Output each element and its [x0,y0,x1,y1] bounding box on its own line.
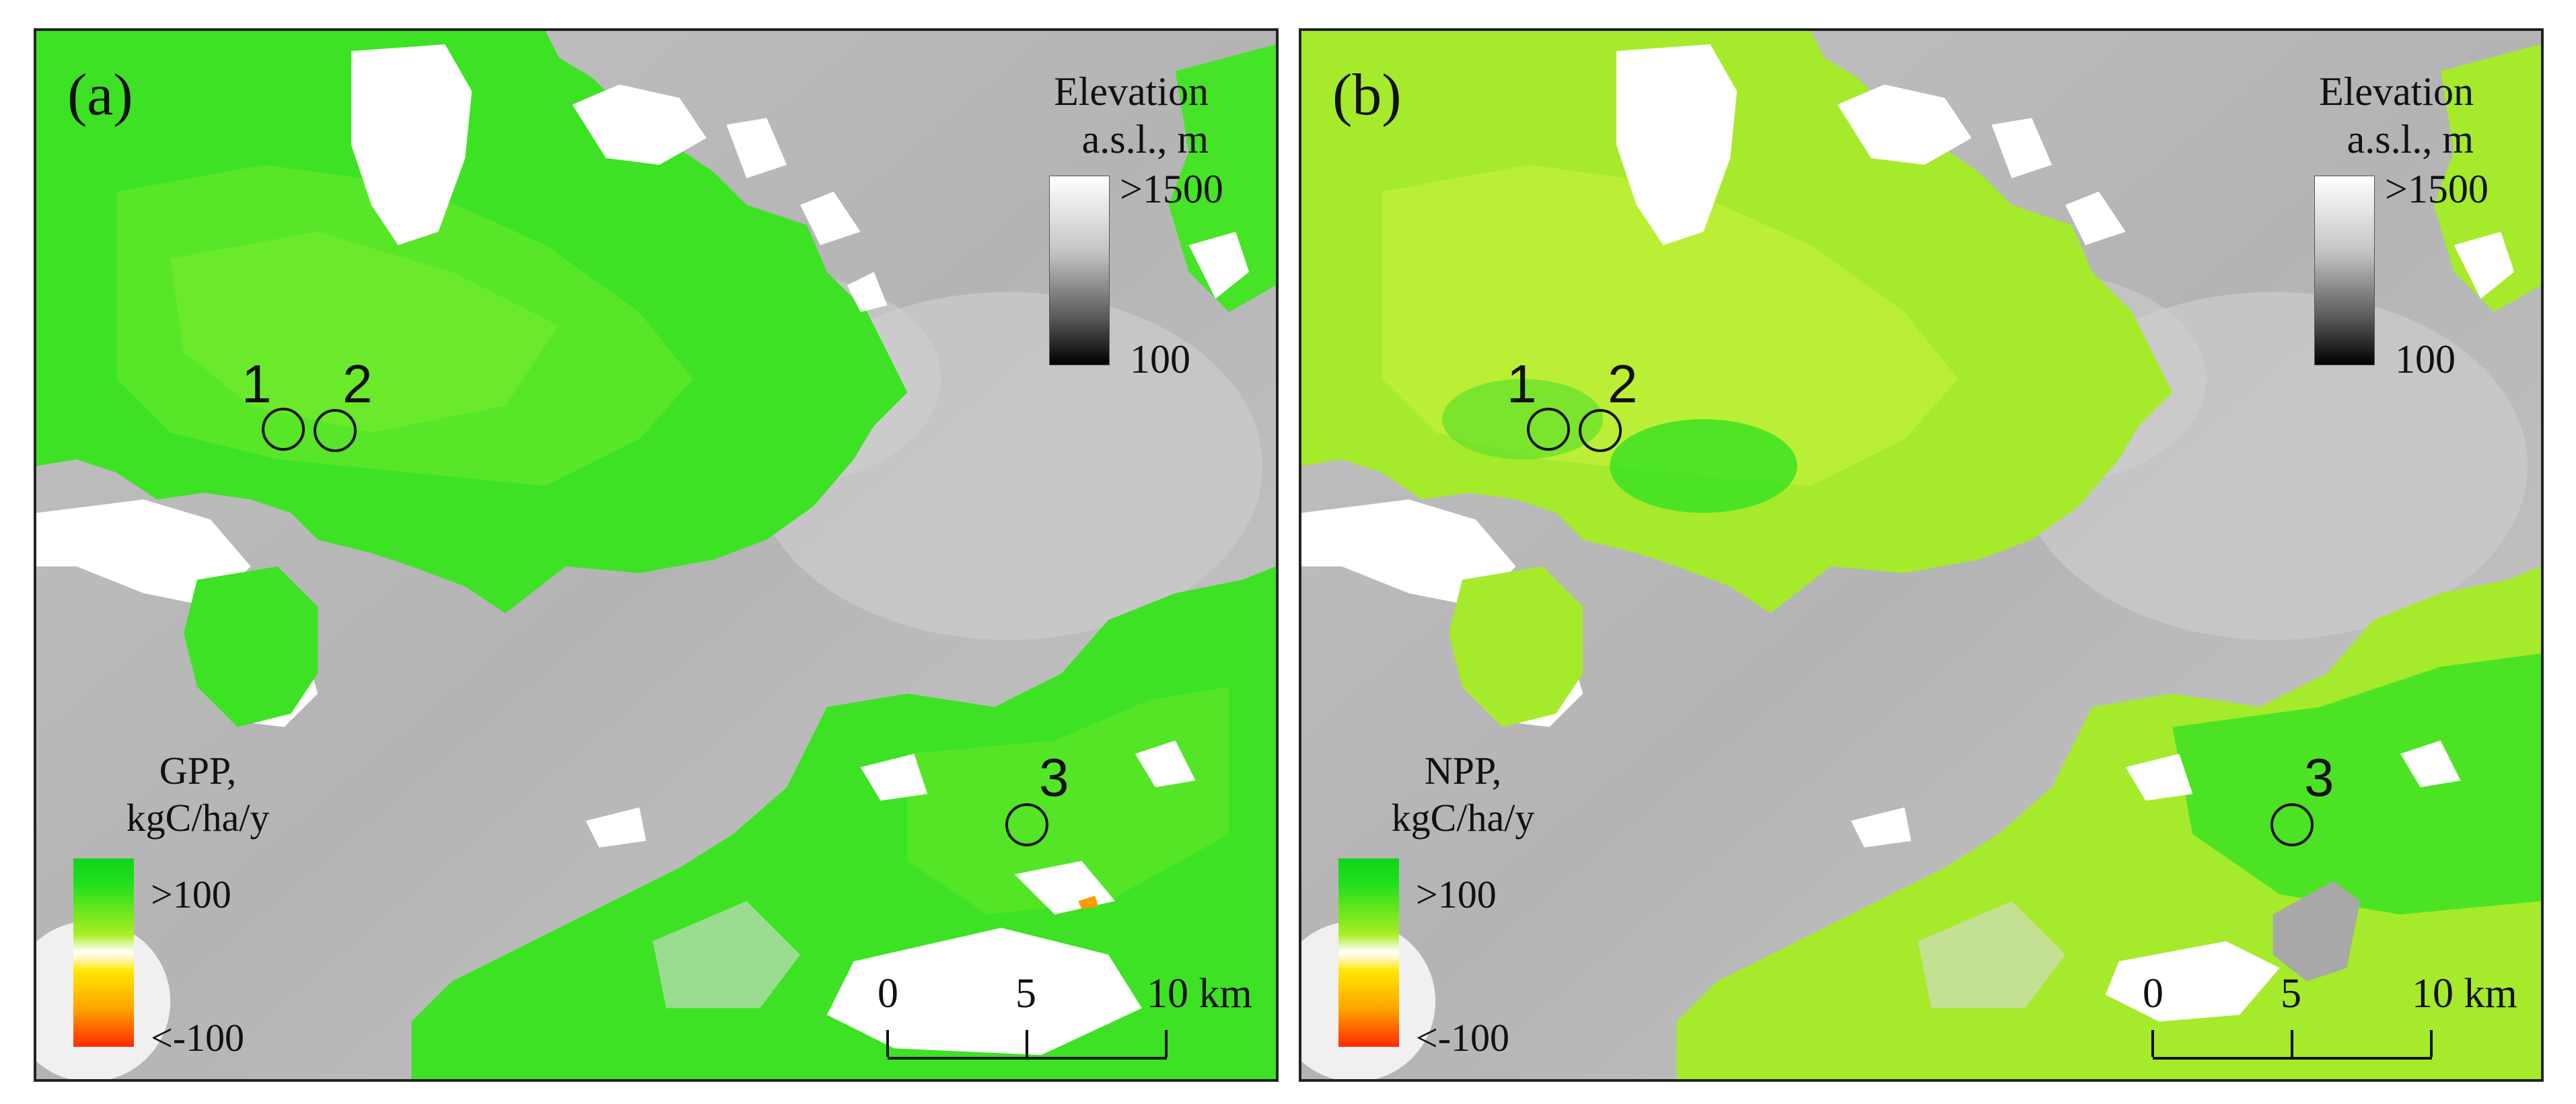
elevation-max-label: >1500 [1120,167,1223,211]
scale-bar-line [888,1057,1167,1060]
productivity-max-label: >100 [1416,873,1497,916]
productivity-colorbar [73,858,134,1047]
map-panel-a: (a) Elevation a.s.l., m >1500 100 GPP, k… [34,28,1279,1082]
productivity-colorbar [1338,858,1399,1047]
map-panel-b: (b) Elevation a.s.l., m >1500 100 NPP, k… [1299,28,2544,1082]
elevation-legend-title: Elevation a.s.l., m [939,68,1209,163]
site-label-3: 3 [1039,747,1069,807]
scale-label-5: 5 [2281,971,2301,1017]
scale-tick-0 [2151,1030,2154,1057]
productivity-max-label: >100 [151,873,231,916]
site-marker-2 [314,409,357,452]
scale-tick-5 [2291,1030,2293,1057]
site-label-2: 2 [343,354,373,414]
elevation-legend-title: Elevation a.s.l., m [2205,68,2474,163]
elevation-title-line2: a.s.l., m [2347,116,2474,161]
productivity-title-line2: kgC/ha/y [1391,795,1535,840]
scale-bar-line [2153,1057,2432,1060]
productivity-min-label: <-100 [1416,1016,1510,1060]
productivity-title-line2: kgC/ha/y [126,795,270,840]
elevation-colorbar [2314,176,2375,365]
elevation-title-line2: a.s.l., m [1081,116,1209,161]
map-raster [1301,31,2541,1079]
scale-label-10: 10 km [2412,971,2517,1017]
site-label-1: 1 [242,354,272,414]
scale-tick-5 [1026,1030,1028,1057]
site-label-2: 2 [1608,354,1638,414]
scale-label-0: 0 [2143,971,2163,1017]
scale-tick-10 [2430,1030,2433,1057]
site-marker-2 [1579,409,1622,452]
elevation-colorbar [1049,176,1110,365]
scale-tick-0 [886,1030,889,1057]
panel-letter: (b) [1332,63,1402,128]
site-marker-3 [2270,803,2314,846]
site-label-1: 1 [1507,354,1537,414]
site-marker-3 [1005,803,1048,846]
site-marker-1 [1527,408,1570,451]
elevation-max-label: >1500 [2385,167,2489,211]
scale-label-5: 5 [1015,971,1036,1017]
site-marker-1 [262,408,305,451]
productivity-title-line1: NPP, [1424,749,1502,793]
elevation-title-line1: Elevation [1054,69,1209,114]
elevation-min-label: 100 [1130,337,1190,381]
scale-tick-10 [1165,1030,1168,1057]
productivity-min-label: <-100 [151,1016,245,1060]
productivity-legend-title: NPP, kgC/ha/y [1369,747,1557,841]
productivity-legend-title: GPP, kgC/ha/y [104,747,292,841]
scale-label-0: 0 [878,971,898,1017]
panel-letter: (a) [67,63,133,128]
scale-label-10: 10 km [1147,971,1252,1017]
elevation-title-line1: Elevation [2319,69,2474,114]
site-label-3: 3 [2304,747,2334,807]
elevation-min-label: 100 [2395,337,2456,381]
productivity-title-line1: GPP, [159,749,237,793]
